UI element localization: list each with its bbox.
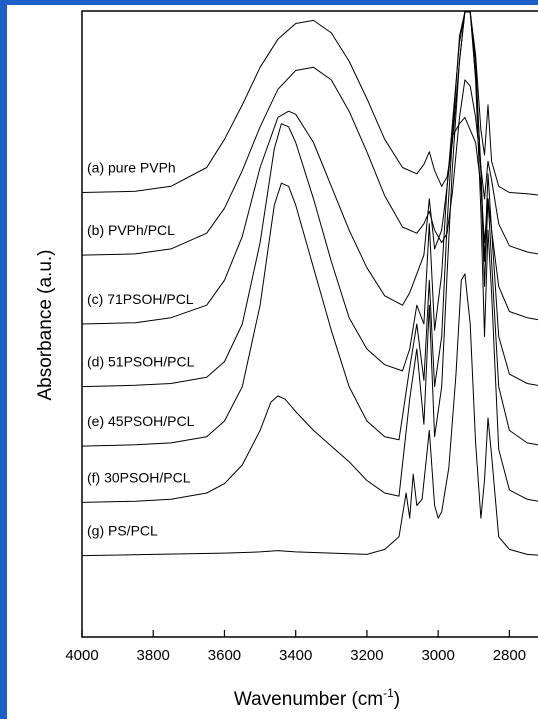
plot-area: [81, 10, 538, 638]
x-tick-label: 3400: [279, 647, 312, 664]
spectrum-line-g: [81, 273, 538, 557]
series-labels: (a) pure PVPh (b) PVPh/PCL (c) 71PSOH/PCL (…: [87, 160, 195, 539]
x-axis-title-superscript: -1: [383, 686, 394, 700]
x-axis-title: Wavenumber (cm-1): [234, 686, 400, 710]
series-label-c: (c) 71PSOH/PCL: [87, 291, 194, 307]
spectrum-line-f: [81, 11, 538, 503]
x-tick-label: 3600: [208, 647, 241, 664]
spectra-lines: [81, 11, 538, 557]
series-label-b: (b) PVPh/PCL: [87, 222, 175, 238]
x-tick-label: 2800: [493, 647, 526, 664]
series-label-a: (a) pure PVPh: [87, 160, 176, 176]
spectrum-line-d: [81, 11, 538, 388]
x-tick-label: 3800: [137, 647, 170, 664]
spectrum-line-b: [81, 66, 538, 256]
series-label-e: (e) 45PSOH/PCL: [87, 413, 195, 429]
spectrum-line-a: [81, 11, 538, 196]
y-axis-title: Absorbance (a.u.): [35, 249, 56, 400]
x-axis-title-suffix: ): [394, 689, 400, 710]
spectrum-line-e: [81, 11, 538, 447]
series-label-g: (g) PS/PCL: [87, 523, 158, 539]
series-label-f: (f) 30PSOH/PCL: [87, 469, 191, 485]
ftir-spectra-chart: 4000 3800 3600 3400 3200 3000 2800 (a) pure PV…: [35, 10, 538, 710]
x-tick-label: 4000: [65, 647, 98, 664]
x-tick-label: 3200: [350, 647, 383, 664]
x-tick-label: 3000: [421, 647, 454, 664]
x-axis-ticks: 4000 3800 3600 3400 3200 3000 2800: [65, 630, 526, 664]
series-label-d: (d) 51PSOH/PCL: [87, 354, 195, 370]
